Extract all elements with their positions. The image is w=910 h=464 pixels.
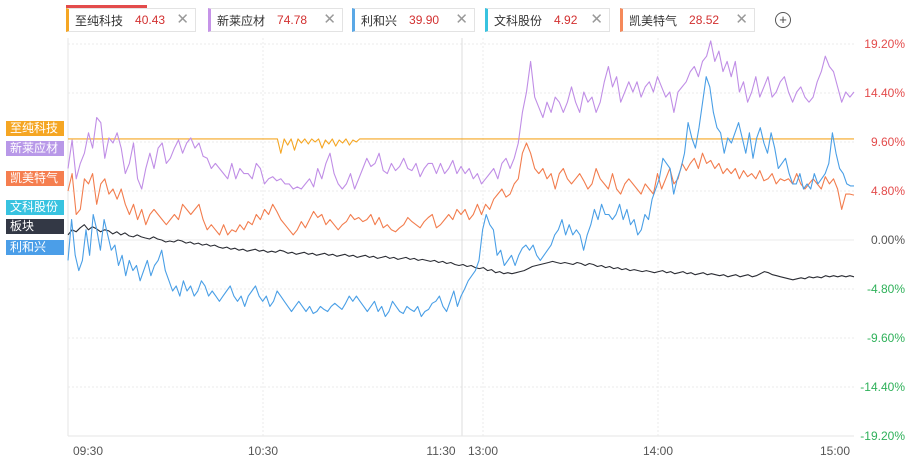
close-icon[interactable]: ✕ (455, 11, 468, 28)
tab-value: 40.43 (135, 13, 166, 27)
close-icon[interactable]: ✕ (323, 11, 336, 28)
x-tick-label: 13:00 (468, 444, 498, 458)
y-tick-label: -4.80% (867, 282, 905, 296)
legend-label-zhichun: 至纯科技 (6, 121, 64, 136)
tab-xinlai[interactable]: 新莱应材 74.78 ✕ (208, 8, 343, 32)
x-tick-label: 15:00 (820, 444, 850, 458)
series-line-利和兴 (67, 76, 854, 318)
legend-label-bankuai: 板块 (6, 219, 64, 234)
tab-name: 新莱应材 (217, 13, 266, 28)
tab-value: 28.52 (689, 13, 720, 27)
tab-name: 凯美特气 (629, 13, 678, 28)
legend-label-wenke: 文科股份 (6, 200, 64, 215)
tab-kaimei[interactable]: 凯美特气 28.52 ✕ (620, 8, 755, 32)
legend-label-lihexing: 利和兴 (6, 240, 64, 255)
series-line-凯美特气 (67, 142, 855, 236)
close-icon[interactable]: ✕ (590, 11, 603, 28)
tab-value: 74.78 (277, 13, 308, 27)
x-tick-label: 09:30 (73, 444, 103, 458)
y-tick-label: 14.40% (864, 86, 905, 100)
series-line-新莱应材 (67, 40, 855, 190)
tab-name: 至纯科技 (75, 13, 124, 28)
active-tab-indicator (66, 5, 147, 8)
tab-lihexing[interactable]: 利和兴 39.90 ✕ (352, 8, 475, 32)
tab-name: 文科股份 (494, 13, 543, 28)
y-tick-label: 19.20% (864, 37, 905, 51)
series-line-至纯科技 (68, 138, 854, 154)
y-tick-label: 0.00% (871, 233, 905, 247)
series-line-板块 (67, 224, 855, 281)
legend-label-kaimei: 凯美特气 (6, 171, 64, 186)
y-tick-label: -19.20% (860, 429, 905, 443)
tab-value: 39.90 (409, 13, 440, 27)
tab-zhichun[interactable]: 至纯科技 40.43 ✕ (66, 5, 196, 32)
y-tick-label: -14.40% (860, 380, 905, 394)
x-tick-label: 11:30 (426, 444, 455, 458)
stock-tabs: 至纯科技 40.43 ✕ 新莱应材 74.78 ✕ 利和兴 39.90 ✕ 文科… (0, 0, 910, 38)
tab-name: 利和兴 (361, 13, 398, 28)
x-tick-label: 10:30 (248, 444, 278, 458)
y-tick-label: -9.60% (867, 331, 905, 345)
x-tick-label: 14:00 (643, 444, 673, 458)
close-icon[interactable]: ✕ (735, 11, 748, 28)
tab-value: 4.92 (554, 13, 578, 27)
tab-wenke[interactable]: 文科股份 4.92 ✕ (485, 8, 610, 32)
close-icon[interactable]: ✕ (176, 11, 189, 28)
legend-label-xinlai: 新莱应材 (6, 141, 64, 156)
y-tick-label: 4.80% (871, 184, 905, 198)
y-tick-label: 9.60% (871, 135, 905, 149)
plus-circle-icon[interactable]: + (775, 12, 791, 28)
